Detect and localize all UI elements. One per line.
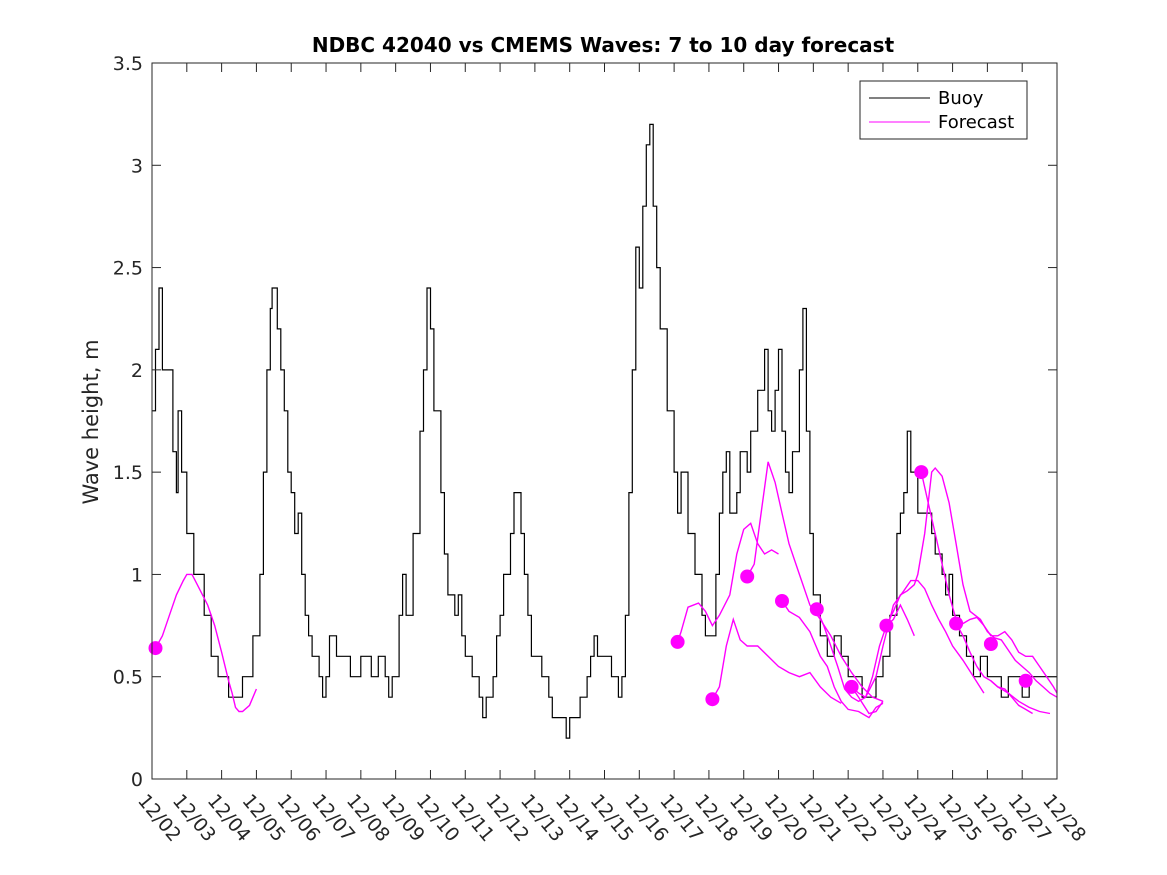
y-tick-label: 0	[131, 769, 143, 791]
forecast-marker-5	[775, 594, 789, 608]
forecast-marker-1	[148, 641, 163, 656]
forecast-marker-10	[949, 616, 964, 631]
forecast-series-line-5	[781, 600, 884, 719]
forecast-marker-3	[705, 692, 720, 707]
forecast-marker-9	[914, 465, 929, 480]
forecast-series-line-12	[990, 680, 1051, 715]
legend: Buoy Forecast	[859, 80, 1028, 140]
y-tick-label: 2.5	[113, 258, 143, 280]
y-tick-label: 1	[131, 564, 143, 586]
forecast-marker-2	[670, 634, 685, 649]
y-tick-label: 0.5	[113, 667, 143, 689]
chart-title: NDBC 42040 vs CMEMS Waves: 7 to 10 day f…	[312, 33, 895, 57]
forecast-marker-6	[809, 602, 824, 617]
forecast-series-line-2	[676, 522, 779, 643]
forecast-series-line-1	[154, 573, 258, 713]
forecast-marker-12	[1018, 673, 1033, 688]
forecast-marker-8	[879, 618, 894, 633]
forecast-marker-11	[983, 637, 998, 651]
y-tick-label: 3	[131, 155, 143, 177]
forecast-series-line-4	[746, 461, 884, 702]
forecast-marker-7	[844, 679, 859, 694]
y-tick-label: 2	[131, 360, 143, 382]
forecast-series-line-3	[711, 616, 842, 704]
y-axis-label: Wave height, m	[79, 339, 103, 504]
buoy-series-line	[152, 123, 1057, 739]
y-tick-label: 3.5	[113, 53, 143, 75]
legend-box	[859, 80, 1028, 140]
forecast-series-line-9	[920, 471, 1058, 694]
legend-buoy-label: Buoy	[938, 88, 984, 109]
plot-area	[148, 123, 1058, 739]
forecast-marker-4	[740, 569, 755, 584]
y-tick-label: 1.5	[113, 462, 143, 484]
forecast-series-line-11	[851, 686, 884, 715]
legend-forecast-label: Forecast	[938, 112, 1014, 133]
